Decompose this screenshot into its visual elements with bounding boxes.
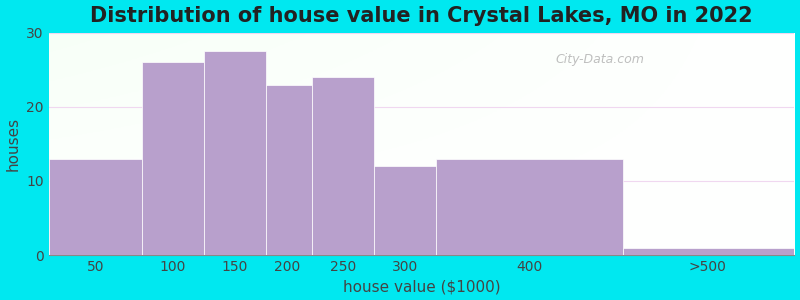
Y-axis label: houses: houses [6, 117, 21, 171]
Bar [312, 77, 374, 255]
Text: City-Data.com: City-Data.com [556, 53, 645, 66]
Bar [266, 85, 312, 255]
Bar [437, 159, 623, 255]
Bar [49, 159, 142, 255]
Title: Distribution of house value in Crystal Lakes, MO in 2022: Distribution of house value in Crystal L… [90, 6, 753, 26]
Bar [204, 51, 266, 255]
Bar [374, 166, 437, 255]
X-axis label: house value ($1000): house value ($1000) [342, 279, 500, 294]
Bar [623, 248, 794, 255]
Bar [142, 62, 204, 255]
